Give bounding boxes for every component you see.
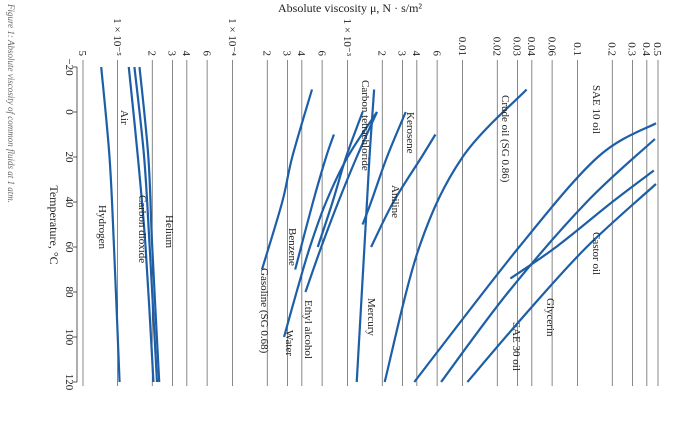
x-tick-label: 0 — [63, 109, 75, 115]
x-tick-label: 60 — [63, 242, 75, 254]
x-tick-label: 20 — [63, 152, 75, 164]
curve-label: Castor oil — [590, 232, 602, 275]
curve-label: Crude oil (SG 0.86) — [499, 95, 511, 183]
curve-label: SAE 30 oil — [510, 322, 522, 371]
x-tick-label: 100 — [63, 329, 75, 346]
curve — [260, 89, 314, 270]
curve-label: Carbon dioxide — [136, 195, 148, 263]
curve-label: Water — [283, 330, 295, 356]
curve-label: Helium — [163, 215, 175, 248]
y-tick-label: 6 — [315, 51, 327, 57]
y-tick-label: 0.1 — [571, 42, 583, 56]
y-tick-label: 0.3 — [626, 42, 638, 56]
y-tick-label: 1 × 10⁻⁴ — [226, 18, 238, 56]
curve-label: SAE 10 oil — [590, 85, 602, 134]
curve-label: Ethyl alcohol — [302, 300, 314, 359]
y-tick-label: 2 — [260, 51, 272, 57]
y-tick-label: 0.2 — [605, 42, 617, 56]
y-tick-label: 2 — [375, 51, 387, 57]
curve — [282, 111, 378, 338]
curve — [383, 88, 528, 383]
chart-title: Absolute viscosity μ, N · s/m² — [278, 1, 422, 15]
curve-label: Gasoline (SG 0.68) — [258, 268, 270, 354]
curve-label: Carbon tetrachloride — [359, 80, 371, 171]
y-tick-label: 2 — [145, 51, 157, 57]
curve — [316, 111, 364, 248]
y-tick-label: 3 — [396, 51, 408, 57]
y-tick-label: 5 — [76, 51, 88, 57]
curve — [138, 66, 161, 383]
curve — [100, 66, 121, 383]
curve — [466, 183, 657, 383]
y-tick-label: 0.01 — [456, 37, 468, 56]
curve-label: Kerosene — [404, 112, 416, 154]
y-tick-label: 3 — [166, 51, 178, 57]
curve — [370, 133, 437, 248]
caption: Figure 1: Absolute viscosity of common f… — [6, 3, 16, 203]
y-tick-label: 0.03 — [511, 37, 523, 57]
y-tick-label: 0.06 — [545, 37, 557, 57]
y-tick-label: 4 — [295, 51, 307, 57]
curve — [413, 122, 657, 383]
y-tick-label: 6 — [430, 51, 442, 57]
x-tick-label: 80 — [63, 287, 75, 299]
x-tick-label: 40 — [63, 197, 75, 209]
y-tick-label: 0.5 — [651, 42, 663, 56]
y-tick-label: 3 — [281, 51, 293, 57]
y-tick-label: 0.02 — [490, 37, 502, 56]
curve — [355, 89, 376, 383]
curve — [361, 111, 407, 225]
y-tick-label: 0.04 — [525, 37, 537, 57]
y-tick-label: 4 — [180, 51, 192, 57]
x-axis-label: Temperature, °C — [47, 185, 61, 264]
y-tick-label: 1 × 10⁻⁵ — [111, 18, 123, 56]
curve — [304, 111, 378, 293]
curve-label: Aniline — [389, 185, 401, 218]
curve — [440, 138, 656, 383]
curve-label: Air — [118, 110, 130, 125]
y-tick-label: 0.4 — [640, 42, 652, 56]
curve — [133, 66, 159, 383]
curve-label: Glycerin — [544, 298, 556, 337]
y-tick-label: 4 — [410, 51, 422, 57]
curve-label: Mercury — [365, 298, 377, 336]
y-tick-label: 1 × 10⁻³ — [341, 19, 353, 57]
curve-label: Hydrogen — [96, 205, 108, 249]
curve — [127, 66, 155, 383]
x-tick-label: 120 — [63, 374, 75, 391]
y-tick-label: 6 — [200, 51, 212, 57]
curve — [509, 169, 655, 280]
x-tick-label: −20 — [63, 58, 75, 76]
curve — [294, 134, 335, 270]
curve-label: Benzene — [286, 228, 298, 266]
